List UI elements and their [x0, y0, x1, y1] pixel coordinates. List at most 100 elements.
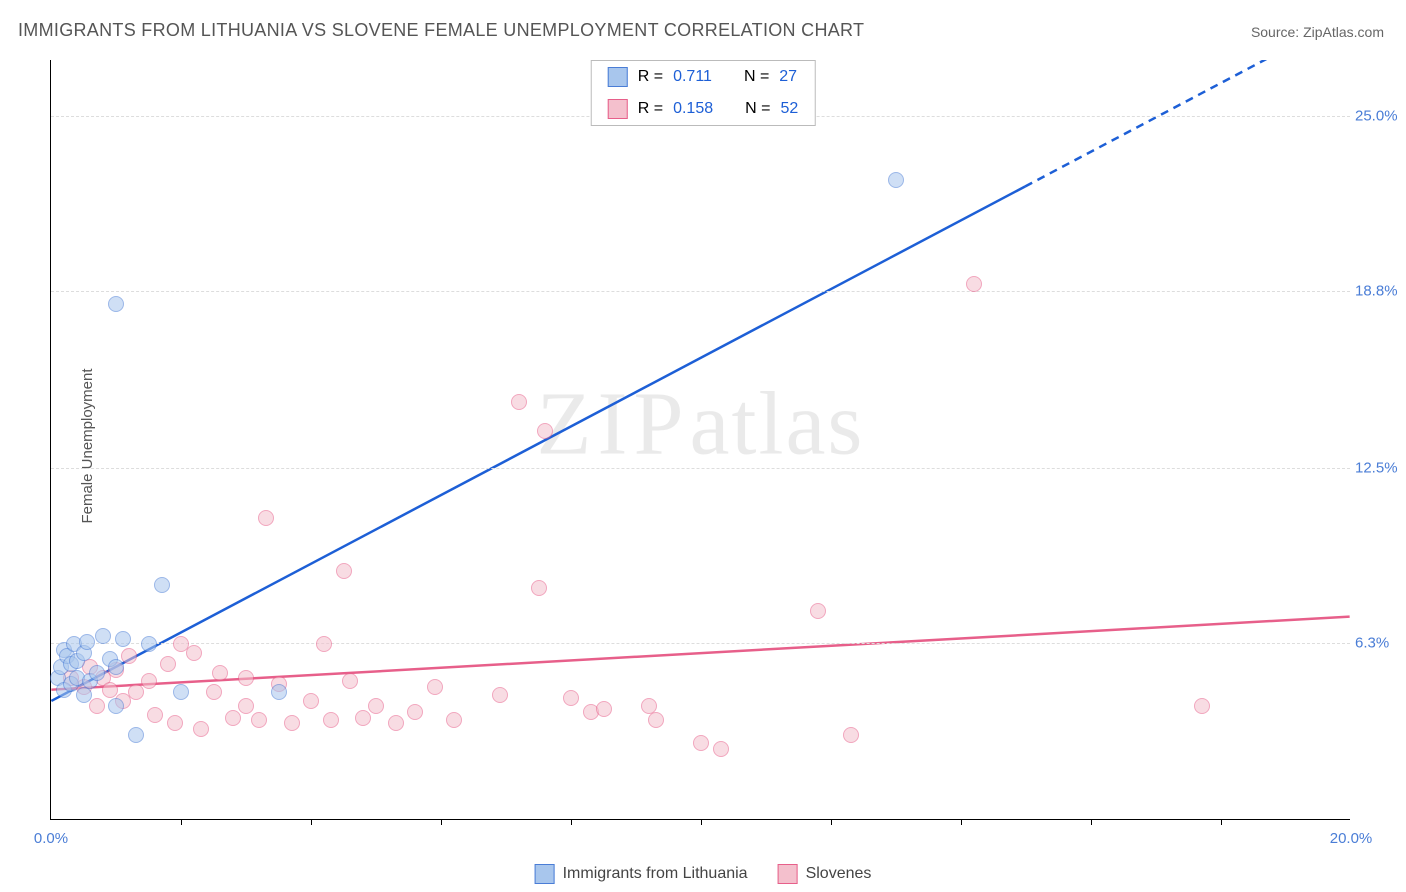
data-point — [843, 727, 859, 743]
data-point — [323, 712, 339, 728]
legend-r-label-0: R = — [638, 68, 663, 86]
data-point — [492, 687, 508, 703]
y-tick-label: 18.8% — [1355, 282, 1406, 299]
gridline-h — [51, 291, 1350, 292]
data-point — [563, 690, 579, 706]
x-minor-tick — [1221, 819, 1222, 825]
data-point — [238, 670, 254, 686]
data-point — [154, 577, 170, 593]
data-point — [531, 580, 547, 596]
data-point — [121, 648, 137, 664]
series-legend-0: Immigrants from Lithuania — [535, 864, 748, 884]
y-tick-label: 12.5% — [1355, 460, 1406, 477]
data-point — [141, 673, 157, 689]
legend-swatch-0 — [608, 67, 628, 87]
data-point — [316, 636, 332, 652]
legend-n-label-1: N = — [745, 100, 770, 118]
x-minor-tick — [831, 819, 832, 825]
data-point — [212, 665, 228, 681]
legend-r-label-1: R = — [638, 100, 663, 118]
data-point — [336, 563, 352, 579]
data-point — [79, 634, 95, 650]
data-point — [713, 741, 729, 757]
series-name-0: Immigrants from Lithuania — [563, 865, 748, 883]
data-point — [141, 636, 157, 652]
data-point — [427, 679, 443, 695]
source-name: ZipAtlas.com — [1303, 24, 1384, 40]
data-point — [810, 603, 826, 619]
legend-n-value-1: 52 — [780, 100, 798, 118]
data-point — [284, 715, 300, 731]
y-tick-label: 25.0% — [1355, 108, 1406, 125]
data-point — [89, 665, 105, 681]
data-point — [225, 710, 241, 726]
x-minor-tick — [701, 819, 702, 825]
gridline-h — [51, 643, 1350, 644]
data-point — [693, 735, 709, 751]
data-point — [407, 704, 423, 720]
series-name-1: Slovenes — [806, 865, 872, 883]
legend-r-value-1: 0.158 — [673, 100, 713, 118]
data-point — [596, 701, 612, 717]
data-point — [108, 698, 124, 714]
data-point — [147, 707, 163, 723]
source-label: Source: — [1251, 24, 1299, 40]
legend-n-value-0: 27 — [779, 68, 797, 86]
series-swatch-1 — [778, 864, 798, 884]
chart-container: IMMIGRANTS FROM LITHUANIA VS SLOVENE FEM… — [0, 0, 1406, 892]
data-point — [160, 656, 176, 672]
x-minor-tick — [1091, 819, 1092, 825]
series-swatch-0 — [535, 864, 555, 884]
data-point — [342, 673, 358, 689]
plot-area: ZIPatlas 6.3%12.5%18.8%25.0%0.0%20.0% — [50, 60, 1350, 820]
legend-swatch-1 — [608, 99, 628, 119]
data-point — [966, 276, 982, 292]
chart-title: IMMIGRANTS FROM LITHUANIA VS SLOVENE FEM… — [18, 20, 864, 41]
source-credit: Source: ZipAtlas.com — [1251, 24, 1384, 40]
legend-r-value-0: 0.711 — [673, 68, 712, 86]
watermark-zip: ZIP — [537, 375, 690, 474]
x-minor-tick — [181, 819, 182, 825]
x-minor-tick — [961, 819, 962, 825]
watermark-atlas: atlas — [690, 375, 865, 474]
data-point — [108, 296, 124, 312]
x-minor-tick — [571, 819, 572, 825]
x-tick-label: 20.0% — [1330, 830, 1373, 847]
correlation-legend: R = 0.711 N = 27 R = 0.158 N = 52 — [591, 60, 816, 126]
data-point — [511, 394, 527, 410]
data-point — [271, 684, 287, 700]
data-point — [95, 628, 111, 644]
data-point — [1194, 698, 1210, 714]
data-point — [537, 423, 553, 439]
data-point — [89, 698, 105, 714]
data-point — [167, 715, 183, 731]
data-point — [388, 715, 404, 731]
data-point — [173, 684, 189, 700]
legend-row-0: R = 0.711 N = 27 — [592, 61, 815, 93]
x-tick-label: 0.0% — [34, 830, 68, 847]
data-point — [128, 684, 144, 700]
legend-n-label-0: N = — [744, 68, 769, 86]
legend-row-1: R = 0.158 N = 52 — [592, 93, 815, 125]
data-point — [648, 712, 664, 728]
data-point — [446, 712, 462, 728]
data-point — [251, 712, 267, 728]
data-point — [888, 172, 904, 188]
data-point — [355, 710, 371, 726]
data-point — [76, 687, 92, 703]
data-point — [258, 510, 274, 526]
data-point — [128, 727, 144, 743]
watermark: ZIPatlas — [537, 373, 865, 476]
series-legend: Immigrants from Lithuania Slovenes — [535, 864, 872, 884]
data-point — [186, 645, 202, 661]
x-minor-tick — [311, 819, 312, 825]
data-point — [206, 684, 222, 700]
data-point — [115, 631, 131, 647]
data-point — [368, 698, 384, 714]
data-point — [238, 698, 254, 714]
x-minor-tick — [441, 819, 442, 825]
data-point — [108, 659, 124, 675]
data-point — [303, 693, 319, 709]
gridline-h — [51, 468, 1350, 469]
data-point — [193, 721, 209, 737]
